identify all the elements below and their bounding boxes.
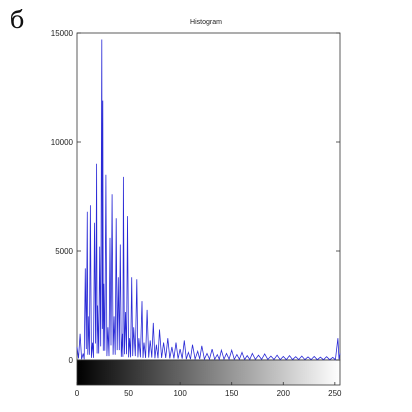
histogram-series-line bbox=[76, 39, 341, 361]
x-tick-label: 250 bbox=[328, 389, 342, 398]
series-group bbox=[76, 39, 341, 361]
y-axis: 0 5000 10000 15000 bbox=[51, 29, 340, 365]
x-tick-label: 100 bbox=[173, 389, 187, 398]
grayscale-colorbar bbox=[76, 359, 341, 386]
colorbar-rect bbox=[76, 359, 341, 386]
x-axis: 0 50 100 150 200 250 bbox=[75, 382, 342, 398]
y-tick-label: 5000 bbox=[55, 247, 73, 256]
chart-title: Histogram bbox=[190, 19, 222, 26]
panel-label: б bbox=[10, 6, 25, 34]
y-tick-label: 15000 bbox=[51, 29, 74, 38]
x-tick-label: 150 bbox=[225, 389, 239, 398]
y-tick-label: 0 bbox=[69, 356, 74, 365]
plot-frame bbox=[76, 32, 341, 361]
x-tick-label: 200 bbox=[277, 389, 291, 398]
y-tick-label: 10000 bbox=[51, 138, 74, 147]
x-tick-label: 50 bbox=[124, 389, 133, 398]
x-tick-label: 0 bbox=[75, 389, 80, 398]
